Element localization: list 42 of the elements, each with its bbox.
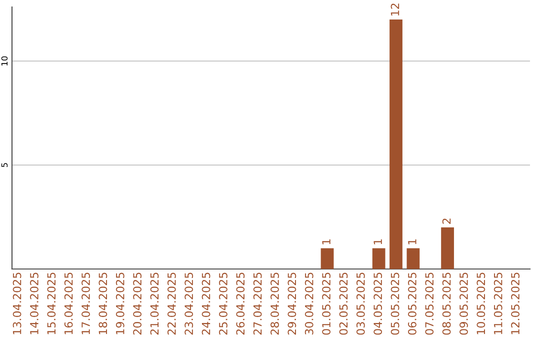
x-tick-label: 26.04.2025 [236,272,245,335]
bar [441,227,454,269]
x-tick-label: 14.04.2025 [30,272,38,334]
x-tick-label: 12.05.2025 [511,272,520,334]
x-tick-label: 27.04.2025 [253,272,262,335]
bar [320,248,334,269]
data-label: 12 [390,4,400,16]
x-tick-label: 04.05.2025 [374,272,382,335]
x-tick-label: 28.04.2025 [270,272,279,335]
y-tick-label: 5 [1,163,8,168]
x-tick-label: 06.05.2025 [408,272,416,335]
x-tick-label: 13.04.2025 [12,272,22,334]
data-label: 1 [408,239,416,244]
x-tick-label: 25.04.2025 [219,272,228,335]
y-tick-label: 10 [1,56,8,66]
x-tick-label: 08.05.2025 [442,272,451,335]
x-tick-label: 20.04.2025 [133,272,142,335]
x-tick-label: 29.04.2025 [288,272,296,335]
data-label: 2 [442,218,451,224]
data-label: 1 [322,239,330,244]
x-tick-label: 21.04.2025 [150,272,159,335]
x-tick-label: 03.05.2025 [356,272,365,335]
data-label: 1 [374,239,382,244]
x-tick-label: 16.04.2025 [64,272,73,334]
x-tick-label: 01.05.2025 [322,272,330,335]
x-tick-label: 11.05.2025 [494,272,502,334]
x-tick-label: 24.04.2025 [202,272,210,335]
bar [372,248,386,269]
x-tick-label: 10.05.2025 [476,272,486,334]
x-tick-label: 15.04.2025 [47,272,56,334]
bar [390,19,402,269]
x-tick-label: 17.04.2025 [82,272,90,334]
x-tick-label: 09.05.2025 [460,272,468,335]
x-tick-label: 23.04.2025 [184,272,194,335]
x-tick-label: 05.05.2025 [390,272,400,335]
x-tick-label: 19.04.2025 [116,272,124,334]
bar [406,248,420,269]
x-tick-label: 30.04.2025 [304,272,314,335]
x-tick-label: 22.04.2025 [167,272,176,335]
x-tick-label: 02.05.2025 [339,272,348,335]
x-tick-label: 07.05.2025 [425,272,434,335]
x-tick-label: 18.04.2025 [98,272,108,334]
